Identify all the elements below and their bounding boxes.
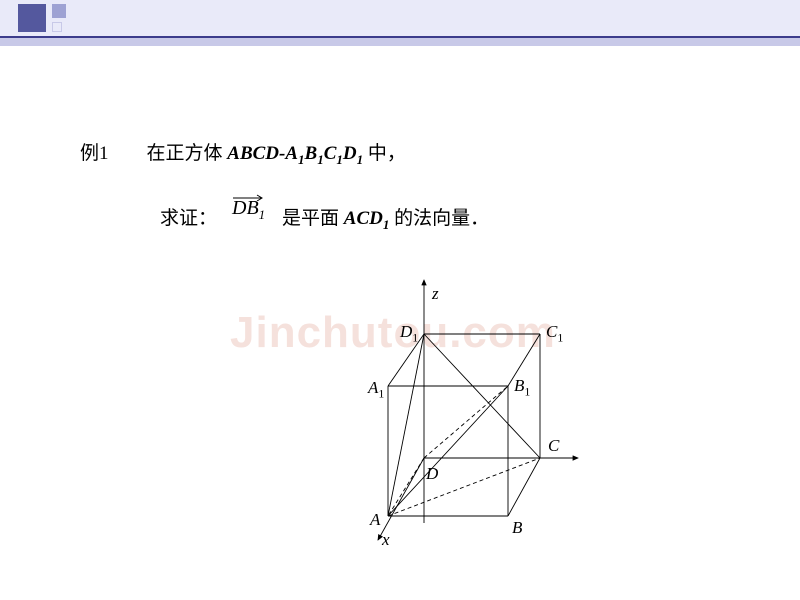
problem-line-2: 求证： bbox=[160, 203, 217, 230]
decor-topbar bbox=[0, 0, 800, 36]
figure-label: A bbox=[370, 510, 380, 530]
figure-label: C1 bbox=[546, 322, 563, 345]
line1-suffix: 中， bbox=[363, 143, 406, 164]
line1-d: D bbox=[343, 143, 357, 164]
line1-prefix: 例1 在正方体 bbox=[80, 143, 227, 164]
vector-arrow-icon bbox=[232, 193, 266, 201]
figure-label: B1 bbox=[514, 376, 530, 399]
vec-sub: 1 bbox=[259, 207, 266, 222]
problem-line-2b: 是平面 ACD1 的法向量． bbox=[282, 203, 489, 233]
figure-label: C bbox=[548, 436, 559, 456]
line1-solid: ABCD-A bbox=[227, 143, 298, 164]
line2-plane: ACD bbox=[344, 208, 383, 229]
decor-square-small bbox=[52, 22, 62, 32]
figure-label: B bbox=[512, 518, 522, 538]
problem-line-1: 例1 在正方体 ABCD-A1B1C1D1 中， bbox=[80, 138, 406, 168]
decor-square-large bbox=[18, 4, 46, 32]
figure-label: z bbox=[432, 284, 439, 304]
decor-square-med bbox=[52, 4, 66, 18]
slide-content: 例1 在正方体 ABCD-A1B1C1D1 中， 求证： DB1 是平面 ACD… bbox=[0, 48, 800, 600]
figure-label: D bbox=[426, 464, 438, 484]
cube-figure: z D1 C1 A1 B1 D C A Bx bbox=[310, 278, 590, 548]
line1-b: B bbox=[305, 143, 318, 164]
decor-line-light bbox=[0, 38, 800, 46]
line2-mid: 是平面 bbox=[282, 208, 344, 229]
cube-svg bbox=[310, 278, 590, 548]
figure-label: D1 bbox=[400, 322, 418, 345]
figure-label: x bbox=[382, 530, 390, 550]
line2-suffix: 的法向量． bbox=[389, 208, 489, 229]
line2-prefix: 求证： bbox=[160, 208, 217, 229]
line1-c: C bbox=[324, 143, 337, 164]
vector-db1: DB1 bbox=[232, 197, 265, 223]
figure-label: A1 bbox=[368, 378, 384, 401]
